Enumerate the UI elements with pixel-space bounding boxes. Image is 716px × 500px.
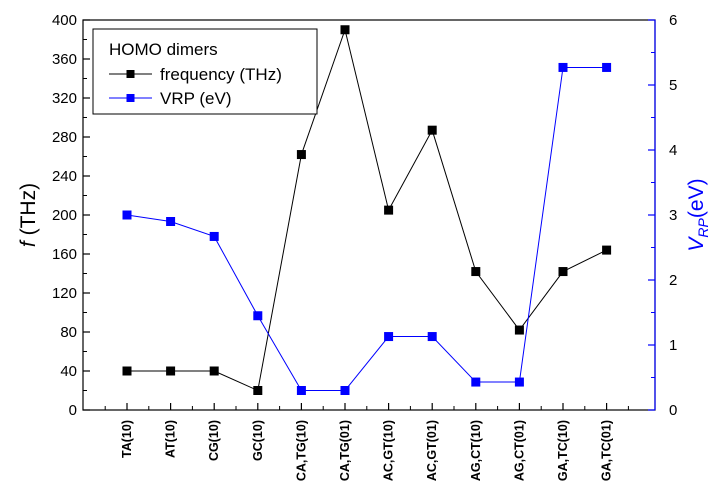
left-axis-tick-label: 80 [60,324,77,341]
right-axis-tick-label: 4 [669,142,677,159]
x-axis-category-label: GA,TC(10) [556,420,570,481]
left-axis-tick-label: 120 [52,285,77,302]
right-axis-tick-label: 0 [669,402,677,419]
frequency-data-point [558,267,568,277]
vrp-series-line [126,66,607,391]
frequency-data-point [384,205,394,215]
right-axis-tick-label: 2 [669,272,677,289]
vrp-data-point [296,386,306,395]
right-axis-title-unit: (eV) [685,178,708,218]
left-axis-tick-label: 240 [52,168,77,185]
legend-title: HOMO dimers [109,40,218,59]
legend-marker-frequency [126,70,135,78]
vrp-data-point [122,210,132,220]
right-axis-tick-label: 3 [669,207,677,224]
legend-label-vrp: VRP (eV) [160,89,232,108]
axes-layer: 0 40 80 120 160 200 240 280 320 360 400 0 1 2 3 4 5 6 TA(1… [52,12,677,481]
left-axis-tick-label: 280 [52,129,77,146]
x-axis-category-label: AG,CT(10) [469,420,483,481]
x-axis-category-label: CG(10) [207,420,221,461]
left-axis-tick-label: 160 [52,246,77,263]
frequency-data-point [514,325,524,335]
frequency-data-point [602,245,612,255]
vrp-data-point [253,311,263,321]
frequency-data-point [122,366,132,376]
vrp-data-point [166,217,176,226]
vrp-data-point [558,62,568,72]
left-axis-title-symbol: f [17,239,40,247]
vrp-data-point [340,386,350,395]
x-axis-category-label: GA,TC(01) [600,420,614,481]
x-axis-category-label: AC,GT(01) [425,420,439,481]
frequency-data-point [427,125,437,135]
vrp-data-point [602,62,612,72]
x-axis-category-label: CA,TG(10) [294,420,308,481]
x-axis-category-label: TA(10) [120,420,134,458]
series-layer [122,25,612,395]
left-axis-tick-label: 0 [69,402,77,419]
left-axis-title-unit: (THz) [17,183,40,241]
vrp-data-point [427,332,437,342]
left-axis-tick-label: 40 [60,363,77,380]
right-axis-tick-label: 5 [669,77,677,94]
vrp-data-point [384,332,394,342]
left-axis-tick-label: 200 [52,207,77,224]
frequency-series-line [127,27,607,392]
right-axis-title-subscript: RP [695,217,711,237]
legend-label-frequency: frequency (THz) [160,65,282,84]
legend: HOMO dimers frequency (THz) VRP (eV) [92,28,318,115]
right-axis-title-symbol: V [685,236,708,252]
vrp-data-point [209,231,219,241]
left-axis-tick-label: 360 [52,51,77,68]
frequency-data-point [209,366,219,376]
frequency-data-point [166,366,176,376]
right-axis-tick-label: 1 [669,337,677,354]
left-axis-tick-label: 320 [52,90,77,107]
x-axis-category-label: AT(10) [164,420,178,458]
vrp-data-point [514,377,524,387]
frequency-data-point [340,25,350,35]
left-axis-tick-label: 400 [52,12,77,29]
right-axis-tick-label: 6 [669,12,677,29]
frequency-data-point [253,386,263,395]
right-axis-title: VRP(eV) [685,178,711,251]
frequency-data-point [296,150,306,160]
x-axis-category-label: AC,GT(10) [382,420,396,481]
x-axis-category-label: AG,CT(01) [512,420,526,481]
legend-marker-vrp [126,94,135,102]
frequency-data-point [471,267,481,277]
x-axis-category-label: CA,TG(01) [338,420,352,481]
x-axis-category-label: GC(10) [251,420,265,461]
vrp-data-point [471,377,481,387]
left-axis-title: f (THz) [17,183,40,247]
